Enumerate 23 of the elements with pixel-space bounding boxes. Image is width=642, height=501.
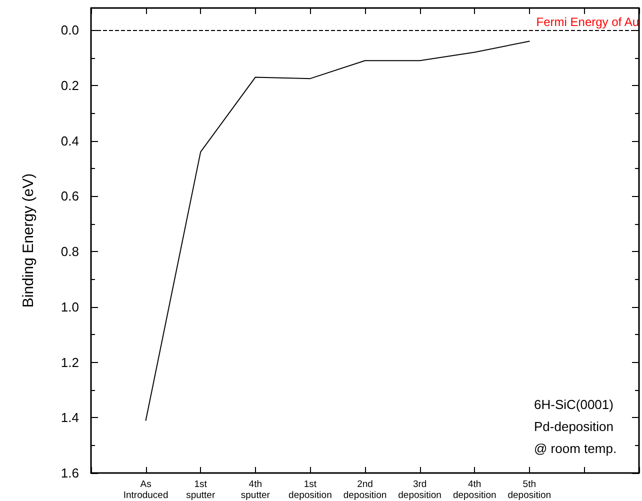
annotation: 6H-SiC(0001) — [534, 397, 614, 412]
x-tick-label: 2nd deposition — [343, 479, 387, 501]
x-tick-label: 1st deposition — [288, 479, 332, 501]
y-tick-label: 1.4 — [60, 410, 79, 426]
y-tick-label: 1.6 — [60, 466, 79, 480]
annotation: @ room temp. — [534, 441, 617, 456]
y-tick-label: 0.0 — [60, 22, 79, 38]
x-tick-label: As Introduced — [123, 479, 168, 501]
y-tick-label: 0.6 — [60, 188, 79, 204]
y-tick-label: 0.4 — [60, 133, 79, 148]
x-tick-label: 4th sputter — [240, 479, 270, 501]
y-tick-label: 0.8 — [60, 244, 79, 260]
x-tick-label: 4th deposition — [452, 479, 496, 501]
x-tick-label: 5th deposition — [508, 479, 552, 501]
y-axis-title: Binding Energy (eV) — [20, 173, 37, 308]
line-series — [145, 40, 530, 421]
x-tick-label: 1st sputter — [186, 479, 216, 501]
y-tick-label: 0.2 — [60, 78, 79, 93]
y-tick-label: 1.2 — [60, 354, 79, 370]
ref-line-label: Fermi Energy of Au — [536, 15, 639, 30]
y-tick-label: 1.0 — [60, 299, 79, 314]
x-tick-label: 3rd deposition — [398, 479, 442, 501]
annotation: Pd-deposition — [534, 419, 614, 434]
